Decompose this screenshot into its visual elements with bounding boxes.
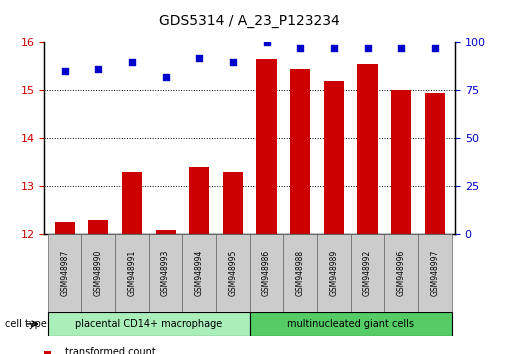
- Bar: [317, 234, 351, 312]
- Text: GSM948988: GSM948988: [295, 250, 305, 296]
- Bar: [418, 234, 452, 312]
- Point: [162, 74, 170, 80]
- Bar: [391, 90, 411, 234]
- Point: [195, 55, 203, 61]
- Bar: [48, 312, 250, 336]
- Bar: [54, 222, 75, 234]
- Text: GSM948994: GSM948994: [195, 249, 204, 296]
- Bar: [324, 81, 344, 234]
- Text: GSM948989: GSM948989: [329, 250, 338, 296]
- Bar: [122, 171, 142, 234]
- Text: GSM948991: GSM948991: [128, 250, 137, 296]
- Bar: [44, 351, 51, 354]
- Text: GSM948993: GSM948993: [161, 249, 170, 296]
- Bar: [351, 234, 384, 312]
- Bar: [384, 234, 418, 312]
- Bar: [216, 234, 250, 312]
- Bar: [82, 234, 115, 312]
- Text: transformed count: transformed count: [65, 347, 156, 354]
- Text: cell type: cell type: [5, 319, 47, 329]
- Text: GSM948990: GSM948990: [94, 249, 103, 296]
- Bar: [283, 234, 317, 312]
- Bar: [290, 69, 310, 234]
- Text: GSM948997: GSM948997: [430, 249, 439, 296]
- Bar: [115, 234, 149, 312]
- Text: GSM948992: GSM948992: [363, 250, 372, 296]
- Bar: [223, 171, 243, 234]
- Point: [397, 45, 405, 51]
- Point: [329, 45, 338, 51]
- Point: [128, 59, 136, 64]
- Bar: [189, 167, 209, 234]
- Bar: [357, 64, 378, 234]
- Text: GSM948996: GSM948996: [396, 249, 406, 296]
- Point: [229, 59, 237, 64]
- Bar: [425, 93, 445, 234]
- Point: [263, 40, 271, 45]
- Bar: [250, 234, 283, 312]
- Bar: [250, 312, 452, 336]
- Bar: [88, 220, 108, 234]
- Text: GSM948987: GSM948987: [60, 250, 69, 296]
- Point: [94, 67, 103, 72]
- Bar: [155, 230, 176, 234]
- Bar: [183, 234, 216, 312]
- Text: multinucleated giant cells: multinucleated giant cells: [287, 319, 414, 329]
- Text: GDS5314 / A_23_P123234: GDS5314 / A_23_P123234: [160, 14, 340, 28]
- Text: GSM948995: GSM948995: [229, 249, 237, 296]
- Point: [296, 45, 304, 51]
- Text: GSM948986: GSM948986: [262, 250, 271, 296]
- Bar: [256, 59, 277, 234]
- Text: placental CD14+ macrophage: placental CD14+ macrophage: [75, 319, 222, 329]
- Point: [363, 45, 372, 51]
- Point: [430, 45, 439, 51]
- Bar: [149, 234, 183, 312]
- Bar: [48, 234, 82, 312]
- Point: [61, 68, 69, 74]
